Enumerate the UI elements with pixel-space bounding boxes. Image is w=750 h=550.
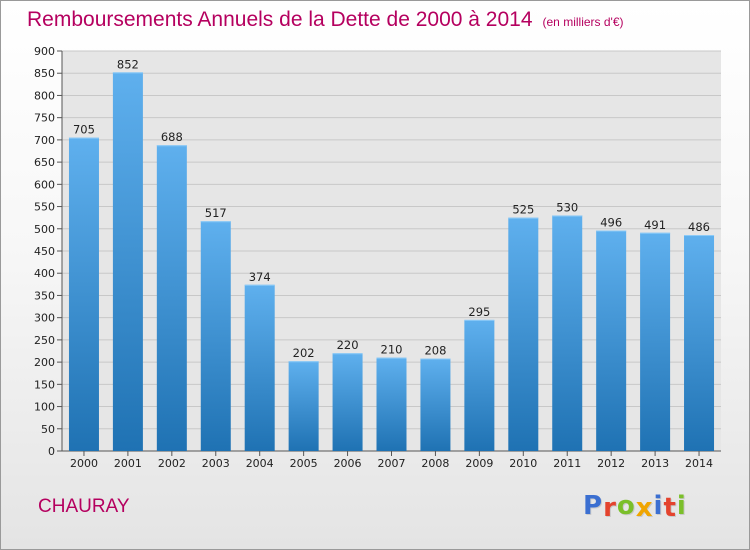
bar	[332, 353, 363, 451]
bar	[684, 235, 715, 451]
x-tick-label: 2002	[158, 457, 186, 470]
x-tick-label: 2000	[70, 457, 98, 470]
bar-value-label: 496	[600, 216, 622, 230]
x-tick-label: 2012	[597, 457, 625, 470]
bar	[68, 137, 99, 451]
x-tick-label: 2009	[465, 457, 493, 470]
x-tick-label: 2011	[553, 457, 581, 470]
logo-letter: t	[663, 493, 677, 523]
x-tick-label: 2014	[685, 457, 713, 470]
logo-letter: x	[635, 493, 654, 523]
bar-value-label: 530	[556, 200, 578, 214]
y-tick-label: 550	[34, 201, 55, 214]
bar-value-label: 202	[293, 346, 315, 360]
x-tick-label: 2003	[202, 457, 230, 470]
y-tick-label: 700	[34, 134, 55, 147]
y-tick-label: 150	[34, 378, 55, 391]
chart-subtitle: (en milliers d'€)	[542, 15, 624, 29]
logo-letter: o	[616, 491, 636, 521]
bar	[200, 221, 231, 451]
x-tick-label: 2004	[246, 457, 274, 470]
bar-value-label: 486	[688, 220, 710, 234]
bar-value-label: 491	[644, 218, 666, 232]
bar	[464, 319, 495, 451]
bar-value-label: 705	[73, 123, 95, 137]
logo-letter: P	[583, 491, 604, 521]
bar-value-label: 517	[205, 206, 227, 220]
x-tick-label: 2007	[378, 457, 406, 470]
bar	[640, 232, 671, 451]
x-tick-label: 2005	[290, 457, 318, 470]
y-tick-label: 250	[34, 334, 55, 347]
bar-value-label: 220	[337, 338, 359, 352]
y-tick-label: 350	[34, 289, 55, 302]
y-tick-label: 0	[48, 445, 55, 458]
proxiti-logo: Proxiti	[583, 491, 687, 523]
x-tick-label: 2010	[509, 457, 537, 470]
bar	[112, 72, 143, 451]
y-tick-label: 600	[34, 178, 55, 191]
bar-value-label: 525	[512, 203, 534, 217]
chart-title-text: Remboursements Annuels de la Dette de 20…	[27, 8, 533, 31]
bar-value-label: 295	[468, 305, 490, 319]
y-tick-label: 300	[34, 312, 55, 325]
bar-value-label: 208	[424, 344, 446, 358]
y-tick-label: 650	[34, 156, 55, 169]
chart-title: Remboursements Annuels de la Dette de 20…	[27, 8, 624, 32]
bar	[376, 357, 407, 451]
bar	[508, 217, 539, 451]
y-tick-label: 200	[34, 356, 55, 369]
logo-letter: i	[653, 491, 664, 521]
bar-value-label: 374	[249, 270, 271, 284]
bar	[244, 284, 275, 451]
bar	[596, 230, 627, 451]
bar-value-label: 210	[381, 343, 403, 357]
y-tick-label: 500	[34, 223, 55, 236]
y-tick-label: 50	[41, 423, 55, 436]
y-tick-label: 450	[34, 245, 55, 258]
x-tick-label: 2001	[114, 457, 142, 470]
logo-letter: r	[603, 493, 617, 523]
bar	[288, 361, 319, 451]
y-tick-label: 750	[34, 112, 55, 125]
bar	[420, 358, 451, 451]
y-tick-label: 100	[34, 401, 55, 414]
x-tick-label: 2006	[334, 457, 362, 470]
y-tick-label: 850	[34, 67, 55, 80]
y-tick-label: 900	[34, 45, 55, 58]
x-tick-label: 2008	[421, 457, 449, 470]
y-tick-label: 800	[34, 89, 55, 102]
commune-name: CHAURAY	[38, 496, 130, 517]
bar-value-label: 688	[161, 130, 183, 144]
bar	[552, 215, 583, 451]
bar-value-label: 852	[117, 57, 139, 71]
x-tick-label: 2013	[641, 457, 669, 470]
logo-letter: i	[676, 491, 687, 521]
y-tick-label: 400	[34, 267, 55, 280]
bar	[156, 145, 187, 451]
